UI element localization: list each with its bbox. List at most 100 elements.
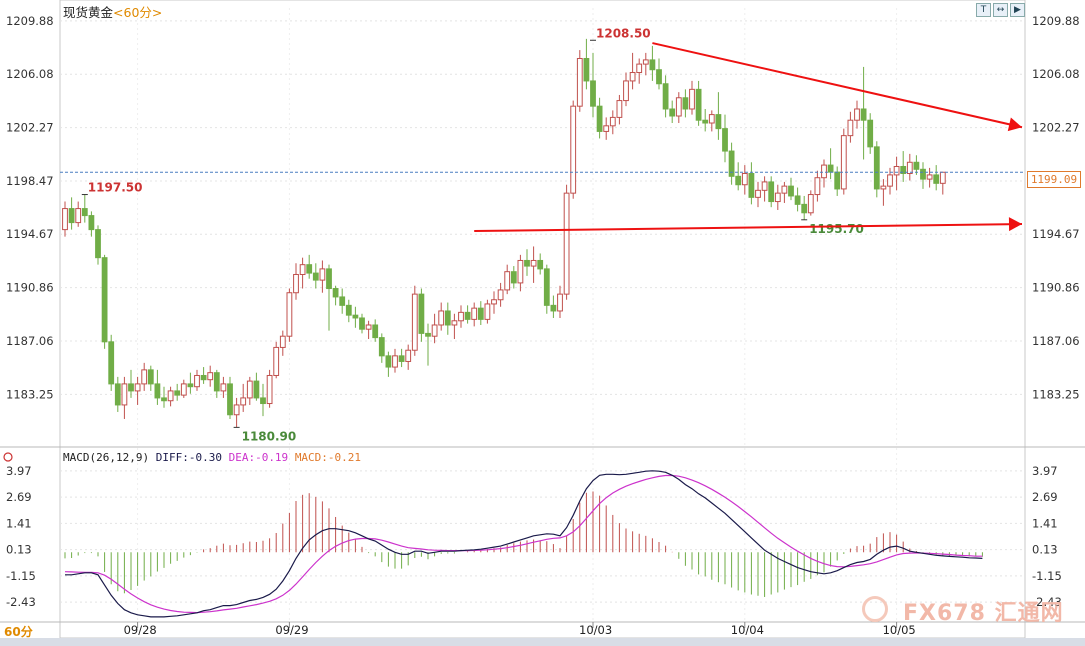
candle-down [768,181,775,203]
candle-down [794,195,801,205]
candle-up [557,293,563,312]
candle-down [128,383,134,392]
candle-up [484,303,491,320]
dea-line [64,474,983,614]
candle-down [695,88,702,121]
candle-up [293,273,299,294]
candle-down [735,175,742,186]
text-tool-button[interactable]: T [976,3,991,17]
price-tick-right: 1209.88 [1032,14,1080,28]
macd-macd-value: MACD:-0.21 [294,451,362,464]
candle-down [213,372,220,392]
candle-down [464,311,471,320]
candle-up [741,173,748,186]
instrument-name: 现货黄金 [63,5,114,20]
candle-up [847,119,854,137]
macd-tick-right: 1.41 [1032,516,1058,530]
candle-down [583,57,590,82]
candle-up [504,271,511,291]
macd-tick-left: -2.43 [6,595,36,609]
candle-down [385,355,392,368]
candle-down [68,208,75,224]
candle-up [517,259,524,284]
candle-up [180,383,187,396]
candle-down [510,271,517,284]
candle-down [920,168,926,180]
chart-toolbar: T ↔ ▶ [976,3,1025,17]
candle-down [477,307,484,320]
candle-down [187,383,194,388]
candle-up [497,289,504,301]
candle-down [312,272,319,281]
candle-up [299,264,306,275]
candle-up [392,355,398,368]
date-tick-label: 10/03 [579,623,612,637]
extreme-label: 1195.70 [809,222,864,236]
candle-down [418,293,425,334]
macd-tick-left: 0.13 [6,543,32,557]
candle-up [319,268,326,281]
price-tick-right: 1202.27 [1032,121,1080,135]
candle-down [81,208,88,217]
candle-up [887,174,893,187]
pan-tool-button[interactable]: ↔ [993,3,1008,17]
candle-down [788,185,794,197]
trendline-arrowhead [1008,217,1022,232]
macd-header: MACD(26,12,9) DIFF:-0.30 DEA:-0.19 MACD:… [63,451,361,464]
candle-down [722,128,728,152]
candle-up [438,310,445,326]
candle-down [332,288,339,298]
candle-down [867,119,874,148]
candle-up [609,116,616,127]
macd-dea-value: DEA:-0.19 [228,451,289,464]
interval-tab[interactable]: 60分 [4,625,33,639]
settings-icon [3,452,13,462]
candle-up [121,383,128,406]
candle-down [913,161,920,170]
candle-down [147,369,154,385]
macd-tick-right: 3.97 [1032,464,1058,478]
candle-down [550,304,557,312]
candle-down [543,268,550,306]
candle-up [781,185,788,194]
candle-up [629,72,636,82]
macd-tick-left: 3.97 [6,464,32,478]
candle-up [431,324,438,337]
price-tick-left: 1183.25 [6,387,54,401]
candle-up [636,63,643,74]
candle-down [682,97,689,110]
candle-up [240,397,247,406]
candle-up [134,383,141,392]
forward-button[interactable]: ▶ [1010,3,1025,17]
candle-down [801,203,808,214]
candle-down [101,257,108,343]
diff-line [65,470,983,618]
candle-up [563,192,570,295]
macd-diff-value: DIFF:-0.30 [155,451,222,464]
candle-up [854,108,860,121]
candle-up [603,125,610,132]
candle-down [669,108,676,117]
instrument-title: 现货黄金<60分> [63,2,162,21]
candle-up [576,57,583,107]
candle-down [306,264,313,274]
candle-down [834,171,841,190]
candle-down [378,337,385,357]
candle-up [458,311,464,322]
extreme-label: 1180.90 [242,429,297,443]
candle-down [398,355,405,362]
candle-down [873,146,880,190]
price-tick-left: 1206.08 [6,67,54,81]
candle-up [471,307,478,320]
extreme-label: 1197.50 [88,181,143,195]
candle-up [286,292,293,337]
candle-down [339,296,346,306]
candle-up [451,320,458,326]
candle-up [62,208,68,231]
candle-up [194,374,200,388]
candle-down [260,397,266,405]
candle-down [253,380,260,399]
macd-tick-right: 0.13 [1032,543,1058,557]
candle-up [491,299,497,305]
macd-tick-left: 1.41 [6,516,32,530]
